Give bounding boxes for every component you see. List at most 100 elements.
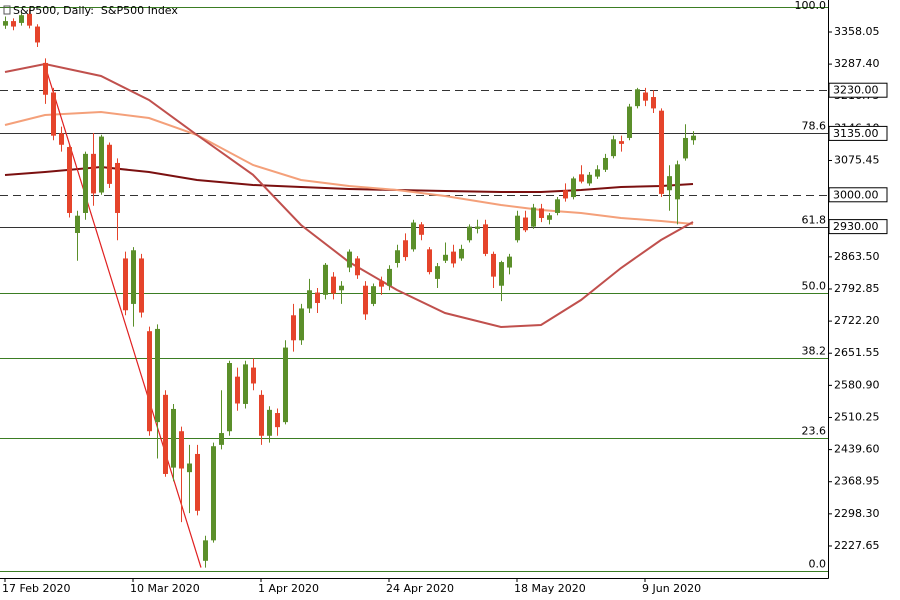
candle-body <box>195 453 200 511</box>
candle-body <box>435 266 440 279</box>
candle-body <box>419 224 424 235</box>
candle-body <box>123 258 128 311</box>
candle-body <box>571 178 576 198</box>
candle-body <box>131 250 136 304</box>
candle-body <box>331 276 336 294</box>
candle-body <box>323 264 328 295</box>
moving-average <box>4 165 694 193</box>
candle-body <box>507 256 512 268</box>
candle-body <box>659 110 664 194</box>
candle-body <box>139 258 144 313</box>
fib-label: 78.6 <box>802 120 827 133</box>
x-tick-label: 10 Mar 2020 <box>130 582 200 595</box>
y-tick-label: 3287.40 <box>834 57 880 70</box>
candle-body <box>523 217 528 231</box>
fib-label: 0.0 <box>809 558 827 571</box>
candle-body <box>203 540 208 561</box>
y-tick-label: 2368.95 <box>834 475 880 488</box>
level-label: 2930.00 <box>833 220 879 233</box>
candle-body <box>235 376 240 404</box>
candle-body <box>499 262 504 286</box>
candle-body <box>595 169 600 177</box>
x-tick-label: 1 Apr 2020 <box>258 582 319 595</box>
candle-body <box>451 251 456 264</box>
candle-body <box>579 174 584 182</box>
candle-body <box>355 258 360 276</box>
plot-layer: 100.0 78.6 61.8 50.0 38.2 23.6 0.0 <box>0 0 828 572</box>
level-box <box>828 187 888 203</box>
candle-body <box>691 135 696 141</box>
candle-body <box>283 347 288 423</box>
moving-average <box>4 110 694 225</box>
y-tick-label: 2439.60 <box>834 443 880 456</box>
candle-body <box>667 176 672 191</box>
candle-body <box>387 268 392 286</box>
candle-body <box>603 157 608 170</box>
candle-body <box>155 328 160 423</box>
fib-label: 38.2 <box>802 345 827 358</box>
candle-body <box>651 97 656 109</box>
candle-body <box>43 62 48 95</box>
fib-label: 61.8 <box>802 214 827 227</box>
x-tick-label: 18 May 2020 <box>514 582 586 595</box>
candle-body <box>75 215 80 233</box>
candle-body <box>395 250 400 263</box>
level-label: 3135.00 <box>833 127 879 140</box>
candle-body <box>339 285 344 291</box>
candle-body <box>179 431 184 469</box>
candle-body <box>643 92 648 101</box>
y-tick-label: 2298.30 <box>834 507 880 520</box>
candle-body <box>611 139 616 157</box>
candle-body <box>563 190 568 199</box>
candle-body <box>371 286 376 304</box>
candle-body <box>475 226 480 229</box>
y-tick-label: 3075.45 <box>834 153 880 166</box>
candle-body <box>363 285 368 315</box>
title-icon <box>3 5 11 15</box>
x-tick-label: 17 Feb 2020 <box>2 582 70 595</box>
candle-body <box>307 290 312 309</box>
fib-label: 23.6 <box>802 425 827 438</box>
candle-body <box>51 92 56 136</box>
candle-body <box>547 215 552 220</box>
y-tick-label: 3358.05 <box>834 25 880 38</box>
candle-body <box>427 249 432 273</box>
y-tick-label: 2722.20 <box>834 314 880 327</box>
level-label: 3230.00 <box>833 84 879 97</box>
candle-body <box>587 174 592 184</box>
chart-title: S&P500, Daily: S&P500 Index <box>13 4 178 17</box>
candle-body <box>555 199 560 213</box>
candle-body <box>251 367 256 384</box>
x-tick-label: 9 Jun 2020 <box>642 582 701 595</box>
candle-body <box>27 13 32 26</box>
candle-body <box>83 153 88 213</box>
candle-body <box>211 446 216 541</box>
level-box <box>828 82 888 98</box>
candle-body <box>35 26 40 43</box>
y-tick-label: 2792.85 <box>834 282 880 295</box>
candle-body <box>675 164 680 200</box>
candle-body <box>619 141 624 144</box>
candle-body <box>683 137 688 159</box>
candle-body <box>443 254 448 261</box>
candle-body <box>459 248 464 259</box>
level-label: 3000.00 <box>833 188 879 201</box>
candle-body <box>99 136 104 193</box>
candle-body <box>483 224 488 254</box>
candle-body <box>411 222 416 250</box>
candle-body <box>267 409 272 436</box>
candle-body <box>515 215 520 241</box>
candle-body <box>187 463 192 473</box>
candle-body <box>275 413 280 428</box>
candle-body <box>11 21 16 27</box>
candle-body <box>467 226 472 241</box>
candle-body <box>379 281 384 287</box>
candle-body <box>107 144 112 184</box>
candle-body <box>3 21 8 26</box>
candle-body <box>403 240 408 258</box>
candle-body <box>259 394 264 436</box>
y-tick-label: 2863.50 <box>834 250 880 263</box>
candle-body <box>635 89 640 107</box>
